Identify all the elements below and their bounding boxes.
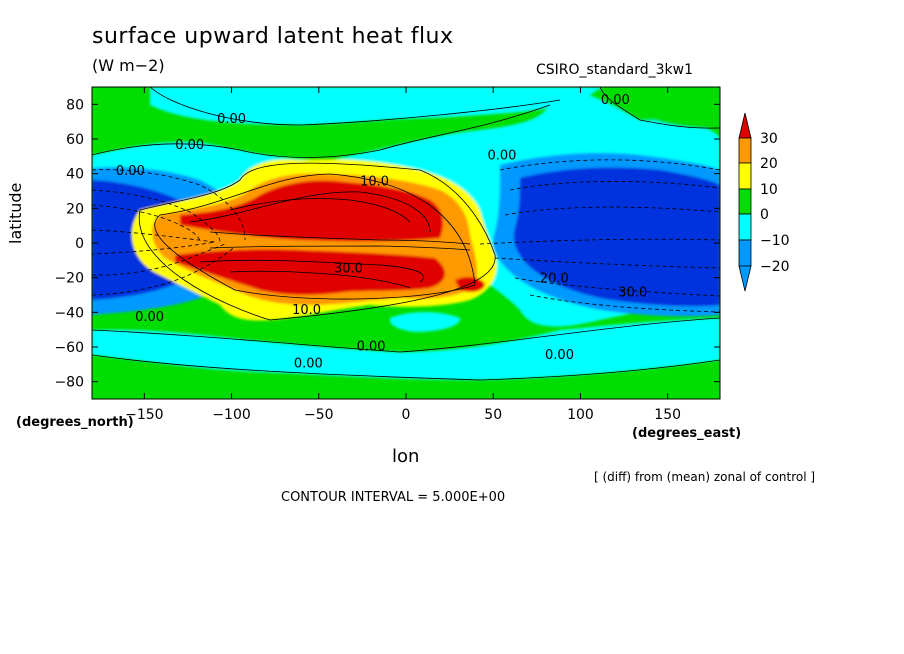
y-tick-label: −20: [54, 271, 84, 287]
colorbar-20to30: [738, 137, 752, 164]
colorbar-0to10: [738, 188, 752, 215]
contour-zero-arctic-east: [599, 87, 720, 129]
contour-label: 10.0: [292, 303, 321, 318]
contour-label: 0.00: [175, 138, 204, 153]
colorbar-top-triangle: [738, 112, 752, 139]
contour-label: 0.00: [294, 357, 323, 372]
contour-neg-east-5: [494, 257, 720, 269]
contour-label: 20.0: [540, 272, 569, 287]
chart-units: (W m−2): [92, 56, 165, 75]
colorbar-labels: 30 20 10 0 −10 −20: [760, 131, 790, 275]
contour-label: 30.0: [618, 286, 647, 301]
contour-neg-east-1: [499, 159, 720, 171]
region-cyan-arctic: [150, 87, 600, 120]
contour-label: 0.00: [135, 310, 164, 325]
contour-thirty-north: [189, 191, 431, 233]
x-tick-label: −50: [304, 407, 334, 423]
x-tick-label: 150: [654, 407, 681, 423]
contour-interval: CONTOUR INTERVAL = 5.000E+00: [281, 490, 506, 505]
x-axis-ticks: −150 −100 −50 0 50 100 150: [125, 87, 681, 423]
x-tick-label: 0: [402, 407, 411, 423]
contour-label: 0.00: [217, 112, 246, 127]
colorbar-label: 0: [760, 207, 769, 223]
x-axis-label: lon: [392, 446, 420, 467]
contour-neg-west-6: [92, 245, 236, 296]
contour-neg-east-4: [479, 238, 720, 245]
colorbar-10to20: [738, 162, 752, 190]
contour-neg-west-3: [92, 204, 201, 243]
y-axis-ticks: 80 60 40 20 0 −20 −40 −60 −80: [54, 97, 720, 391]
x-tick-label: 100: [567, 407, 594, 423]
colorbar: 30 20 10 0 −10 −20: [738, 112, 790, 292]
contour-thirty-south: [199, 259, 424, 283]
x-tick-label: −100: [212, 407, 250, 423]
contour-neg-west-2: [92, 189, 221, 243]
contour-zero-antarctic: [92, 354, 720, 381]
contour-neg-east-2: [509, 181, 720, 191]
contour-neg-west-5: [92, 243, 226, 276]
colorbar-label: 20: [760, 156, 778, 172]
colorbar-m20tom10: [738, 239, 752, 267]
contour-label: 0.00: [116, 164, 145, 179]
colorbar-label: −20: [760, 259, 790, 275]
contour-negative: [92, 159, 720, 313]
x-tick-label: −150: [125, 407, 163, 423]
region-green-arctic-east: [600, 87, 720, 129]
x-tick-label: 50: [484, 407, 502, 423]
y-tick-label: 20: [66, 201, 84, 217]
y-tick-label: 40: [66, 167, 84, 183]
contour-neg-west-4: [92, 229, 216, 255]
y-tick-label: 80: [66, 97, 84, 113]
colorbar-label: −10: [760, 233, 790, 249]
region-cyan-south: [92, 318, 720, 380]
contour-zero-north: [92, 104, 551, 158]
diff-note: [ (diff) from (mean) zonal of control ]: [594, 470, 816, 484]
contour-label: 0.00: [601, 93, 630, 108]
colorbar-label: 30: [760, 131, 778, 147]
y-tick-label: −80: [54, 375, 84, 391]
contour-labels: 0.00 0.00 0.00 0.00 0.00 10.0 10.0 30.0 30.0 0.00…: [116, 93, 647, 371]
chart-title: surface upward latent heat flux: [92, 24, 454, 49]
contour-ten: [138, 162, 496, 321]
contour-neg-west-1: [92, 169, 246, 241]
contour-inner-north: [229, 198, 411, 223]
contour-label: 0.00: [357, 339, 386, 354]
contour-zero-arctic: [149, 87, 561, 126]
contour-label: 0.00: [487, 149, 516, 164]
colorbar-m10to0: [738, 213, 752, 241]
contour-neg-east-3: [504, 206, 720, 216]
contour-inner-south: [229, 270, 411, 289]
region-darkblue-east: [513, 167, 720, 307]
y-tick-label: 60: [66, 132, 84, 148]
region-cyan-small: [389, 312, 461, 332]
x-axis-unit: (degrees_east): [632, 426, 742, 441]
contour-label: 30.0: [334, 261, 363, 276]
y-tick-label: −60: [54, 340, 84, 356]
y-tick-label: 0: [75, 236, 84, 252]
colorbar-label: 10: [760, 182, 778, 198]
colorbar-bottom-triangle: [738, 265, 752, 292]
y-tick-label: −40: [54, 305, 84, 321]
contour-eq-north: [209, 231, 471, 245]
contour-label: 10.0: [360, 175, 389, 190]
contour-twenty: [154, 173, 476, 300]
region-red-north: [180, 180, 443, 242]
contour-eq-south: [209, 245, 471, 251]
contour-label: 0.00: [545, 348, 574, 363]
model-name: CSIRO_standard_3kw1: [536, 62, 694, 78]
y-axis-unit: (degrees_north): [16, 415, 134, 430]
contour-zero-south: [92, 317, 720, 353]
contour-neg-east-6: [514, 277, 720, 297]
plot-field: 0.00 0.00 0.00 0.00 0.00 10.0 10.0 30.0 30.0 0.00…: [92, 87, 720, 399]
contour-lines: [92, 87, 720, 381]
